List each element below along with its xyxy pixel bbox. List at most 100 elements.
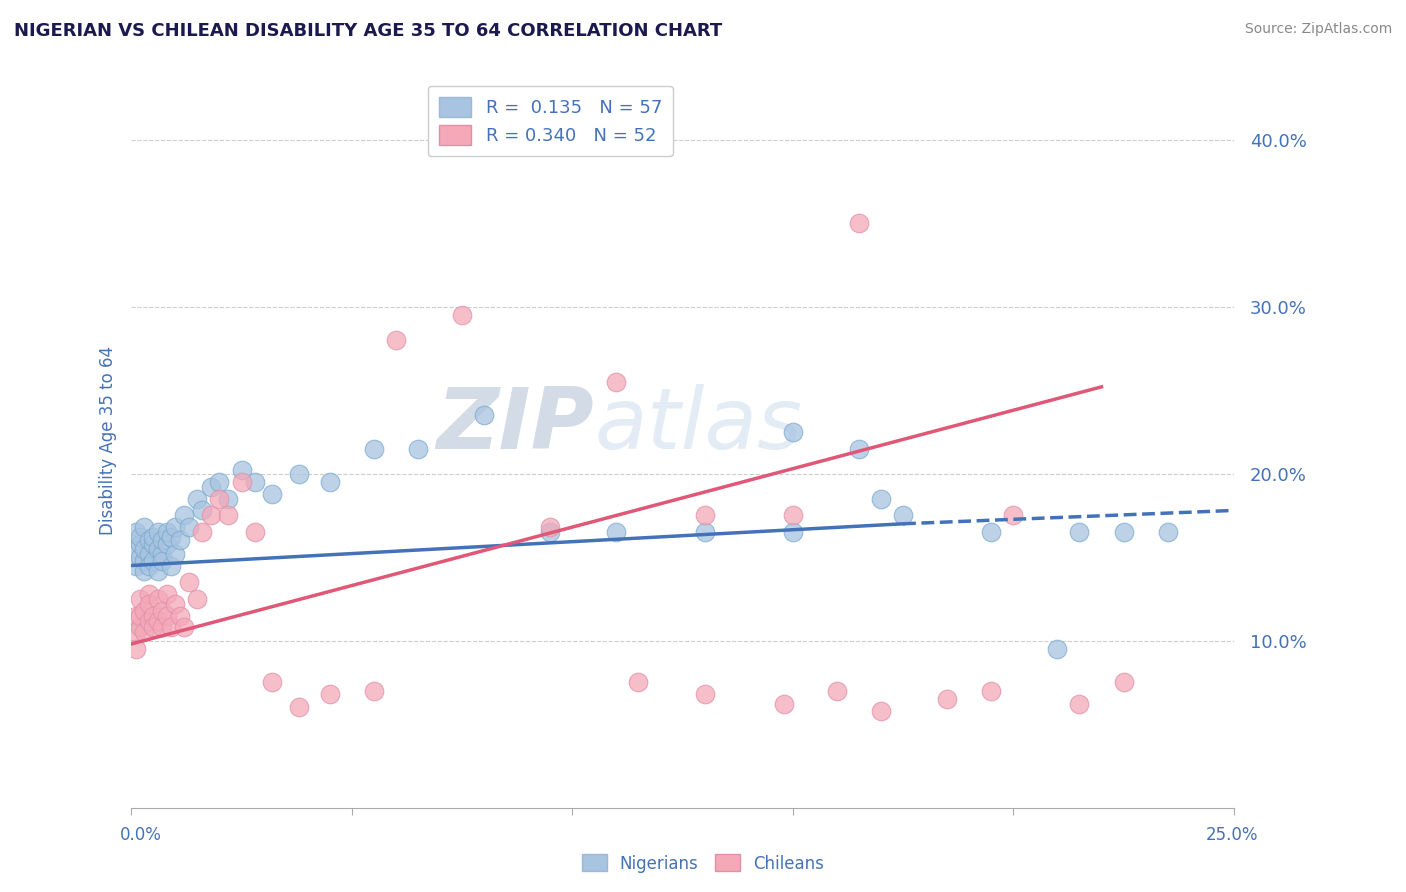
Point	[160, 620, 183, 634]
Text: 25.0%: 25.0%	[1206, 826, 1258, 844]
Point	[825, 683, 848, 698]
Point	[146, 525, 169, 540]
Point	[891, 508, 914, 523]
Point	[262, 675, 284, 690]
Point	[124, 625, 146, 640]
Point	[146, 591, 169, 606]
Y-axis label: Disability Age 35 to 64: Disability Age 35 to 64	[100, 346, 117, 535]
Point	[406, 442, 429, 456]
Point	[1002, 508, 1025, 523]
Text: 0.0%: 0.0%	[120, 826, 162, 844]
Point	[165, 520, 187, 534]
Point	[848, 216, 870, 230]
Point	[200, 508, 222, 523]
Point	[605, 375, 627, 389]
Point	[980, 525, 1002, 540]
Point	[155, 608, 177, 623]
Point	[538, 525, 561, 540]
Point	[605, 525, 627, 540]
Point	[243, 525, 266, 540]
Point	[129, 608, 152, 623]
Point	[231, 463, 253, 477]
Text: Source: ZipAtlas.com: Source: ZipAtlas.com	[1244, 22, 1392, 37]
Point	[142, 537, 165, 551]
Point	[693, 508, 716, 523]
Point	[870, 491, 893, 506]
Point	[134, 541, 156, 556]
Point	[146, 564, 169, 578]
Point	[782, 425, 804, 439]
Point	[262, 487, 284, 501]
Point	[191, 503, 214, 517]
Point	[451, 308, 474, 322]
Point	[243, 475, 266, 489]
Point	[129, 591, 152, 606]
Point	[773, 697, 796, 711]
Point	[124, 525, 146, 540]
Point	[693, 687, 716, 701]
Point	[848, 442, 870, 456]
Point	[138, 614, 160, 628]
Point	[870, 704, 893, 718]
Point	[186, 491, 208, 506]
Point	[124, 558, 146, 573]
Point	[318, 475, 340, 489]
Point	[150, 620, 173, 634]
Point	[146, 614, 169, 628]
Text: atlas: atlas	[595, 384, 803, 467]
Point	[538, 520, 561, 534]
Point	[782, 525, 804, 540]
Point	[363, 442, 385, 456]
Point	[936, 692, 959, 706]
Point	[138, 587, 160, 601]
Point	[155, 537, 177, 551]
Point	[363, 683, 385, 698]
Point	[129, 537, 152, 551]
Point	[782, 508, 804, 523]
Point	[142, 620, 165, 634]
Point	[134, 564, 156, 578]
Point	[124, 642, 146, 657]
Point	[155, 587, 177, 601]
Point	[169, 533, 191, 548]
Point	[138, 558, 160, 573]
Point	[191, 525, 214, 540]
Point	[150, 553, 173, 567]
Point	[124, 608, 146, 623]
Point	[134, 625, 156, 640]
Point	[173, 508, 195, 523]
Point	[142, 553, 165, 567]
Point	[129, 530, 152, 544]
Legend: Nigerians, Chileans: Nigerians, Chileans	[575, 847, 831, 880]
Legend: R =  0.135   N = 57, R = 0.340   N = 52: R = 0.135 N = 57, R = 0.340 N = 52	[427, 86, 672, 156]
Point	[177, 520, 200, 534]
Point	[160, 530, 183, 544]
Point	[124, 541, 146, 556]
Point	[138, 547, 160, 561]
Point	[138, 533, 160, 548]
Point	[1112, 675, 1135, 690]
Point	[980, 683, 1002, 698]
Point	[385, 333, 408, 347]
Point	[146, 541, 169, 556]
Point	[217, 508, 239, 523]
Point	[288, 700, 311, 714]
Point	[150, 547, 173, 561]
Point	[1069, 525, 1091, 540]
Point	[165, 547, 187, 561]
Text: ZIP: ZIP	[437, 384, 595, 467]
Point	[208, 475, 231, 489]
Point	[1069, 697, 1091, 711]
Point	[627, 675, 650, 690]
Text: NIGERIAN VS CHILEAN DISABILITY AGE 35 TO 64 CORRELATION CHART: NIGERIAN VS CHILEAN DISABILITY AGE 35 TO…	[14, 22, 723, 40]
Point	[186, 591, 208, 606]
Point	[208, 491, 231, 506]
Point	[169, 608, 191, 623]
Point	[155, 525, 177, 540]
Point	[693, 525, 716, 540]
Point	[173, 620, 195, 634]
Point	[177, 575, 200, 590]
Point	[160, 558, 183, 573]
Point	[129, 620, 152, 634]
Point	[142, 608, 165, 623]
